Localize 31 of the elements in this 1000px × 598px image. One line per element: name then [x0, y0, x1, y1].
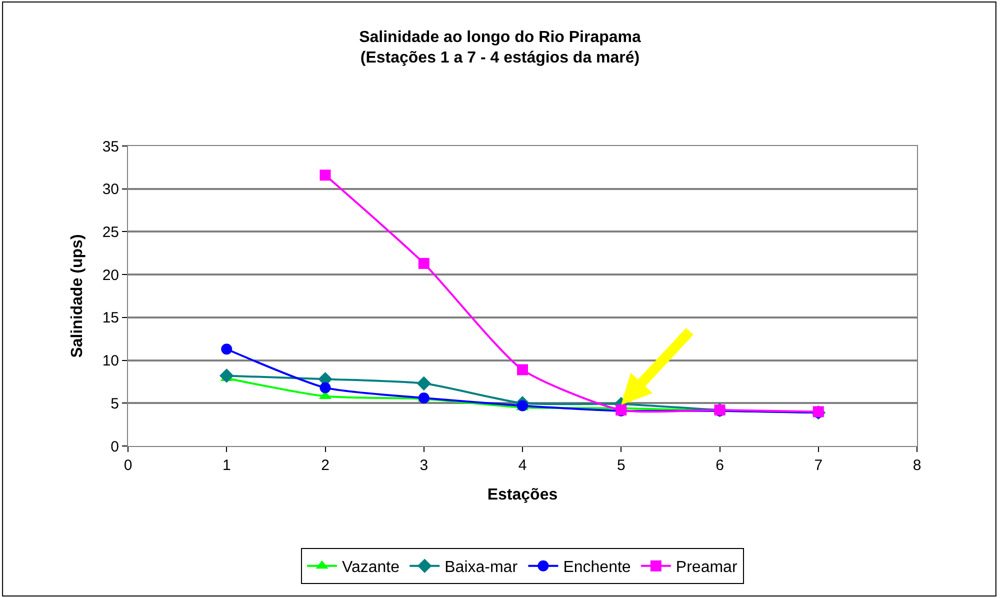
x-tick-label: 0 [124, 457, 132, 474]
x-tick-label: 2 [321, 457, 330, 474]
y-tick-label: 15 [102, 310, 119, 327]
y-tick-label: 30 [102, 181, 119, 198]
point [416, 376, 432, 391]
x-tick-label: 1 [222, 457, 231, 474]
x-tick-label: 6 [716, 457, 724, 474]
x-tick-label: 8 [912, 457, 922, 474]
x-tick-label: 3 [420, 457, 428, 474]
y-tick-label: 10 [102, 352, 119, 370]
chart-title: Salinidade ao longo do Rio Pirapama (Estações 1 a 7 - 4 estágios da maré) [359, 28, 642, 67]
x-axis-title: Estações [487, 486, 558, 504]
y-axis-title: Salinidade (ups) [69, 234, 86, 358]
y-tick-label: 25 [102, 224, 119, 241]
y-tick-label: 5 [110, 395, 119, 412]
legend-label: Baixa-mar [444, 559, 518, 576]
x-tick-label: 4 [518, 457, 527, 474]
point [418, 258, 430, 269]
x-tick-label: 5 [616, 457, 626, 474]
point [517, 364, 528, 376]
point [320, 382, 331, 394]
y-tick-label: 35 [102, 138, 119, 156]
x-tick-label: 7 [814, 457, 823, 474]
legend-label: Preamar [676, 559, 738, 576]
y-tick-label: 20 [102, 266, 119, 284]
point [221, 344, 232, 355]
legend-label: Enchente [563, 559, 631, 576]
point [219, 368, 234, 383]
legend-label: Vazante [342, 559, 400, 576]
point [320, 170, 331, 181]
y-tick-label: 0 [110, 438, 119, 456]
